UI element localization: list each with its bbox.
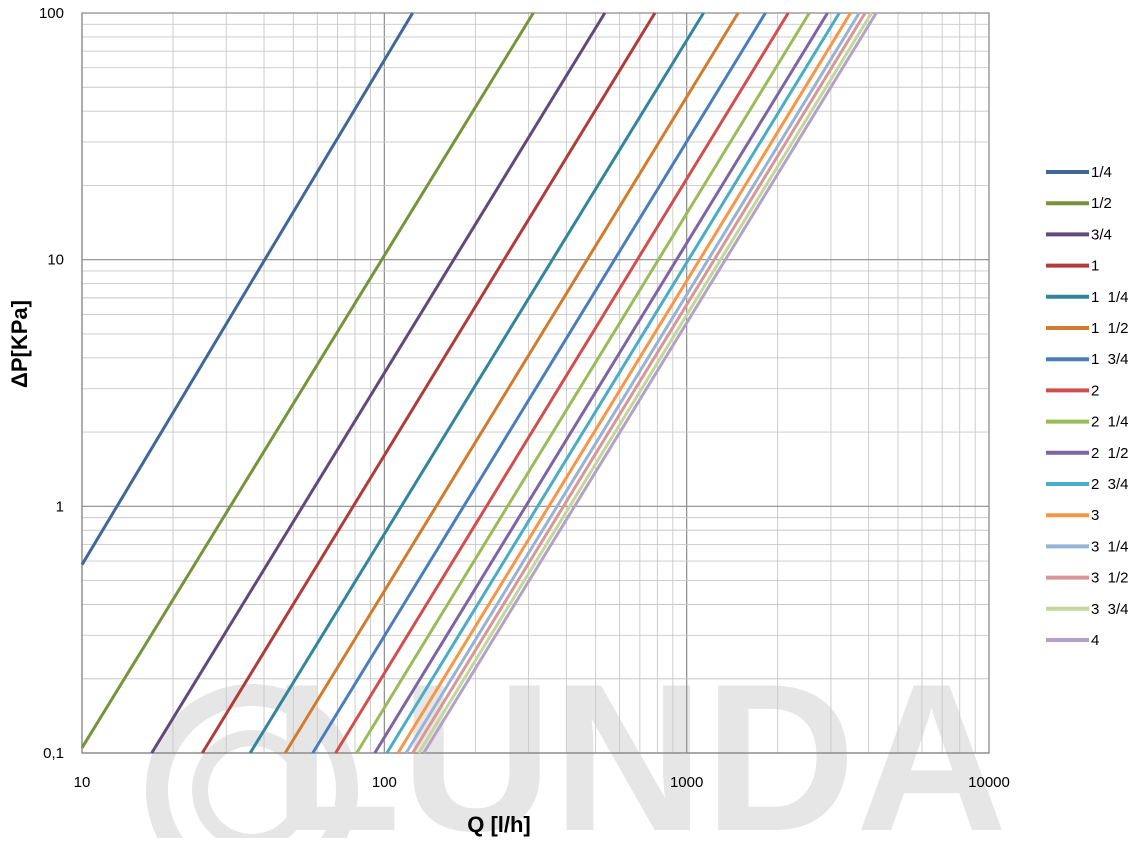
legend-item: 3 1/2 [1046,570,1129,587]
series-line [373,12,829,754]
legend-item: 2 1/2 [1046,445,1129,462]
series-line [334,12,790,754]
legend-item: 1 1/2 [1046,320,1129,337]
series-line [150,12,607,754]
series-line [417,12,873,754]
x-tick-label: 10 [74,774,91,791]
legend-label: 1 3/4 [1091,351,1129,368]
series-line [396,12,852,754]
legend-item: 2 [1046,382,1099,399]
x-tick-label: 10000 [968,774,1010,791]
legend-item: 2 3/4 [1046,476,1129,493]
series-line [248,12,705,754]
legend-item: 3 1/4 [1046,538,1129,555]
series-line [80,12,535,749]
watermark: LUNDA [146,640,1007,843]
legend-item: 1 [1046,258,1099,275]
legend-label: 3 1/2 [1091,570,1129,587]
series-line [355,12,811,754]
y-axis-title: ΔP[KPa] [7,300,32,388]
legend-label: 3/4 [1091,226,1112,243]
legend-item: 3/4 [1046,226,1112,243]
series-line [411,12,867,754]
legend-item: 3 3/4 [1046,601,1129,618]
series-line [404,12,861,754]
legend-label: 1 1/4 [1091,289,1129,306]
legend-label: 1/4 [1091,164,1112,181]
legend-item: 1 3/4 [1046,351,1129,368]
legend-label: 2 3/4 [1091,476,1129,493]
legend-label: 3 [1091,507,1099,524]
legend-item: 3 [1046,507,1099,524]
legend-label: 1 [1091,258,1099,275]
series-line [201,12,657,754]
legend-label: 4 [1091,632,1099,649]
legend-item: 1/4 [1046,164,1112,181]
series-lines [80,12,878,754]
legend-label: 3 1/4 [1091,538,1129,555]
y-tick-label: 100 [39,5,64,22]
legend-item: 4 [1046,632,1099,649]
tick-labels: 10 100 1000 10000 0,1 1 10 100 [39,5,1010,791]
legend-label: 1/2 [1091,195,1112,212]
legend-label: 2 1/2 [1091,445,1129,462]
series-line [80,12,414,566]
series-line [422,12,878,754]
y-tick-label: 0,1 [43,745,64,762]
x-tick-label: 1000 [670,774,703,791]
legend-label: 3 3/4 [1091,601,1129,618]
legend-label: 2 1/4 [1091,414,1129,431]
plot-frame [81,12,990,754]
x-axis-title: Q [l/h] [467,812,531,837]
x-tick-label: 100 [372,774,397,791]
legend-label: 1 1/2 [1091,320,1129,337]
series-line [311,12,767,754]
legend-item: 2 1/4 [1046,414,1129,431]
series-line [283,12,740,754]
y-tick-label: 1 [56,498,64,515]
legend-item: 1/2 [1046,195,1112,212]
legend-item: 1 1/4 [1046,289,1129,306]
y-tick-label: 10 [47,252,64,269]
legend: 1/4 1/2 3/4 1 1 1/4 1 1/2 1 3/4 2 2 1/4 2 1/2 2 3/… [1046,164,1129,649]
legend-label: 2 [1091,382,1099,399]
series-line [385,12,841,754]
